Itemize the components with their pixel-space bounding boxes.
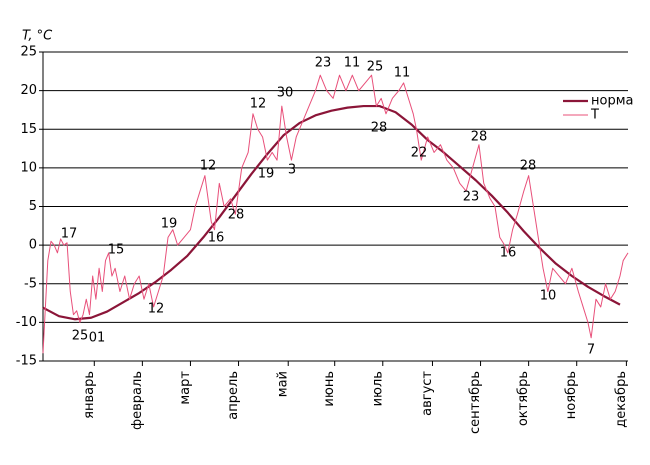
annotation: 19 [258,167,275,182]
y-tick-label: 15 [20,122,37,137]
y-axis-label: T, °C [22,29,53,44]
annotation: 7 [587,343,595,358]
x-tick-label: июнь [322,371,337,407]
x-tick-label: август [420,371,435,416]
annotation: 19 [161,217,178,232]
series-line [42,104,621,321]
annotation: 01 [89,331,106,346]
annotation: 12 [148,302,165,317]
annotation: 28 [228,208,245,223]
x-tick-label: апрель [226,371,241,420]
annotation: 25 [72,329,89,344]
annotation: 30 [277,86,294,101]
x-tick-label: январь [82,371,97,419]
x-tick-label: октябрь [516,371,531,426]
annotation: 28 [471,130,488,145]
x-tick-label: сентябрь [468,371,483,434]
x-tick-label: декабрь [614,371,629,428]
annotation: 25 [367,60,384,75]
y-tick-label: -15 [16,354,37,369]
x-tick-label: ноябрь [564,371,579,419]
legend-label: T [590,108,599,123]
y-tick-label: -5 [24,276,37,291]
legend-label: норма [591,94,633,109]
y-tick-label: 0 [29,238,37,253]
annotation: 15 [108,243,125,258]
annotation: 17 [61,227,78,242]
annotation: 12 [250,97,267,112]
annotation: 16 [500,246,517,261]
series-line [42,74,629,354]
annotation: 23 [315,56,332,71]
annotation: 22 [411,146,428,161]
y-tick-label: -10 [16,315,37,330]
annotation: 16 [208,231,225,246]
annotation: 11 [344,56,361,71]
x-tick-label: май [276,371,291,397]
y-tick-label: 10 [20,160,37,175]
x-tick-label: июль [370,371,385,406]
x-tick-label: февраль [130,371,145,430]
annotation: 28 [371,121,388,136]
annotation: 11 [394,66,411,81]
y-tick-label: 20 [20,83,37,98]
annotation: 12 [200,159,217,174]
y-tick-label: 25 [20,45,37,60]
annotation: 23 [463,190,480,205]
annotation: 10 [540,289,557,304]
y-tick-label: 5 [29,199,37,214]
annotation: 3 [288,163,296,178]
annotation: 28 [520,159,537,174]
x-tick-label: март [178,371,193,405]
